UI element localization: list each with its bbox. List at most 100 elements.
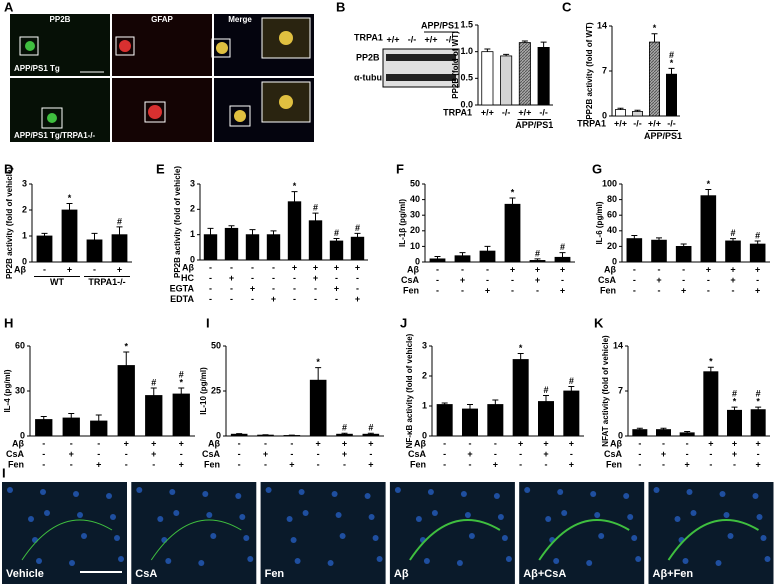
nucleus [298,489,305,495]
condition-sign: - [238,449,241,459]
nucleus [247,556,254,562]
condition-sign: + [263,449,268,459]
condition-sign: - [658,264,661,274]
condition-sign: - [335,273,338,283]
glia [21,519,113,561]
condition-sign: - [251,273,254,283]
glia [409,519,501,561]
nucleus [623,493,630,499]
panel-letter: D [4,161,13,176]
nucleus [40,489,46,495]
bar [500,55,513,106]
bar [336,433,353,437]
condition-name: EDTA [170,294,194,304]
nucleus [243,535,250,541]
y-tick-label: 80 [607,194,617,204]
condition-name: CsA [401,275,420,285]
nucleus [505,556,512,562]
condition-sign: - [356,283,359,293]
error-bar [236,433,243,435]
panel-letter: K [594,315,604,330]
error-bar [434,256,441,259]
condition-name: Fen [8,459,24,469]
condition-sign: - [369,449,372,459]
y-tick-label: 2 [22,204,27,214]
significance-mark: # [117,216,122,226]
error-bar [116,226,123,235]
condition-name: Aβ [14,264,26,274]
condition-name: Fen [204,459,220,469]
condition-sign: + [732,438,737,448]
significance-mark: # [669,50,674,60]
significance-mark: * [316,357,320,367]
condition-sign: - [662,438,665,448]
row-label: APP/PS1 Tg/TRPA1-/- [14,131,96,140]
condition-sign: - [443,438,446,448]
row-label: APP/PS1 Tg [14,64,60,73]
bar [615,109,627,117]
significance-mark: * [179,377,183,387]
group-label: APP/PS1 [644,131,682,141]
bar [554,256,571,263]
nucleus [715,560,722,566]
significance-mark: # [151,377,156,387]
y-axis-label: PP2B (fold of WT) [451,31,460,99]
condition-sign: -/- [502,107,511,117]
nucleus [501,535,508,541]
significance-mark: # [342,423,347,433]
y-tick-label: 3 [190,178,195,188]
condition-sign: - [272,262,275,272]
y-tick-label: 25 [211,385,221,395]
error-bar [521,40,528,43]
condition-sign: + [67,264,72,274]
nucleus [590,491,597,497]
condition-sign: + [368,459,373,469]
nucleus [464,512,471,518]
nucleus [431,510,438,516]
bar [626,238,643,263]
nucleus [627,514,634,520]
nucleus [327,560,334,566]
bar [679,432,695,437]
nucleus [114,535,120,541]
error-bar [503,53,510,56]
panel-letter: I [206,315,210,330]
nucleus [723,512,730,518]
y-tick-label: 1.5 [460,19,473,29]
bar [245,234,260,261]
condition-sign: + [569,459,574,469]
condition-name: CsA [604,449,623,459]
y-tick-label: 20 [410,225,420,235]
nucleus [294,558,301,564]
condition-sign: +/+ [481,107,494,117]
condition-sign: +/+ [648,118,661,128]
nucleus [557,489,564,495]
condition-sign: - [436,275,439,285]
y-axis-label: PP2B activity (fold of vehicle) [173,166,182,278]
panel-letter: H [4,315,13,330]
y-tick-label: 0 [422,430,427,440]
image-label: Aβ+Fen [653,568,694,580]
significance-mark: # [732,388,737,398]
condition-sign: -/- [539,107,548,117]
condition-sign: - [707,275,710,285]
condition-name: CsA [202,449,221,459]
nucleus [545,516,552,522]
condition-sign: - [561,275,564,285]
y-axis-label: IL-6 (pg/ml) [595,201,604,244]
condition-sign: + [493,459,498,469]
condition-name: Aβ [414,438,426,448]
genotype: -/- [446,34,455,44]
nucleus [598,533,605,539]
y-tick-label: 2 [422,370,427,380]
y-tick-label: 0 [618,430,623,440]
condition-sign: - [686,449,689,459]
y-tick-label: 60 [607,210,617,220]
condition-sign: - [469,459,472,469]
condition-sign: + [289,459,294,469]
error-bar [95,414,102,421]
bar [700,195,717,263]
bar [172,393,190,437]
bar [224,227,239,261]
nucleus [423,558,430,564]
